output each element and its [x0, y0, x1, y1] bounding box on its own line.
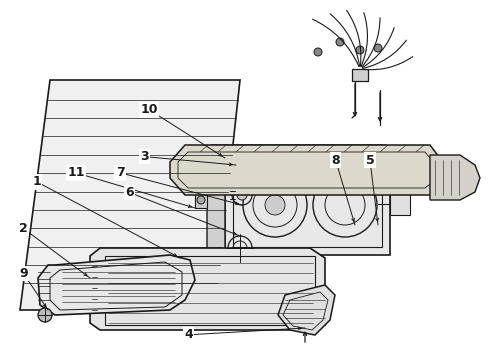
- Polygon shape: [211, 145, 390, 155]
- Polygon shape: [232, 154, 252, 175]
- Circle shape: [237, 190, 247, 200]
- Circle shape: [220, 148, 230, 158]
- Text: 1: 1: [32, 175, 41, 188]
- Polygon shape: [20, 80, 240, 310]
- Polygon shape: [278, 285, 335, 335]
- Text: 10: 10: [141, 103, 158, 116]
- Text: 6: 6: [125, 186, 134, 199]
- Polygon shape: [352, 69, 368, 81]
- Text: 11: 11: [67, 166, 85, 179]
- Circle shape: [374, 44, 382, 52]
- Circle shape: [265, 195, 285, 215]
- Polygon shape: [195, 192, 207, 208]
- Polygon shape: [38, 255, 195, 315]
- Circle shape: [237, 159, 247, 169]
- Polygon shape: [430, 155, 480, 200]
- Polygon shape: [225, 155, 390, 255]
- Text: 5: 5: [366, 154, 374, 167]
- Circle shape: [38, 308, 52, 322]
- Circle shape: [314, 48, 322, 56]
- Polygon shape: [90, 248, 325, 330]
- Polygon shape: [390, 193, 410, 215]
- Text: 9: 9: [19, 267, 28, 280]
- Circle shape: [356, 46, 364, 54]
- Text: 7: 7: [116, 166, 124, 179]
- Circle shape: [197, 196, 205, 204]
- Text: 8: 8: [331, 154, 340, 167]
- Text: 4: 4: [184, 328, 193, 341]
- Text: 2: 2: [19, 222, 28, 235]
- Polygon shape: [207, 155, 225, 263]
- Polygon shape: [170, 145, 445, 195]
- Circle shape: [336, 38, 344, 46]
- Text: 3: 3: [140, 150, 149, 163]
